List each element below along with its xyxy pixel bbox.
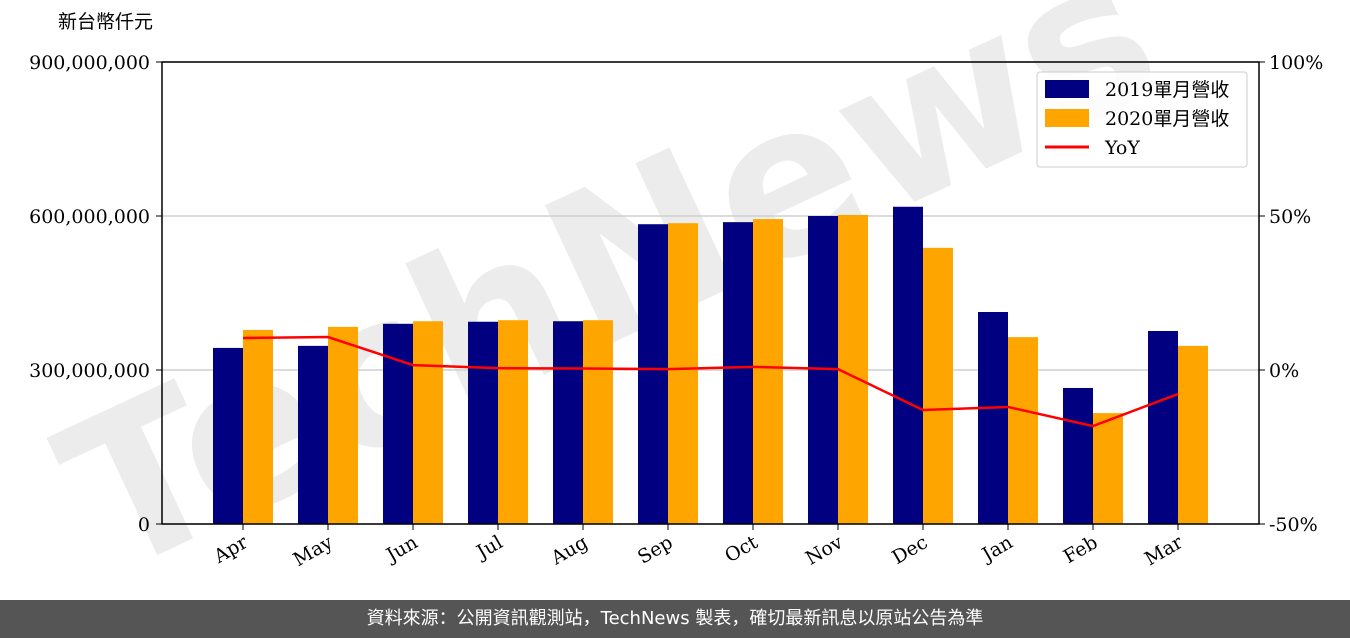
bar: [753, 219, 783, 524]
bar: [723, 222, 753, 524]
x-tick-label: Oct: [721, 531, 762, 567]
y-tick-label: 0: [138, 514, 150, 536]
x-tick-label: Sep: [634, 531, 677, 568]
bar: [243, 329, 273, 524]
bar: [893, 206, 923, 524]
x-tick-label: Jul: [471, 531, 506, 564]
bar: [328, 326, 358, 524]
legend-box: [1036, 71, 1248, 168]
bar: [383, 323, 413, 524]
y-tick-label: 600,000,000: [29, 206, 150, 228]
bar: [668, 223, 698, 525]
footer: 資料來源：公開資訊觀測站，TechNews 製表，確切最新訊息以原站公告為準: [0, 600, 1350, 638]
bar: [978, 311, 1008, 524]
y2-tick-label: 50%: [1269, 206, 1311, 228]
y-tick-label: 900,000,000: [29, 52, 150, 74]
bar: [1063, 387, 1093, 524]
legend-label: 2020單月營收: [1105, 108, 1229, 130]
y2-tick-label: 0%: [1269, 360, 1299, 382]
bar: [298, 345, 328, 524]
x-tick-label: Mar: [1141, 531, 1187, 570]
bar: [838, 214, 868, 524]
bar: [1178, 345, 1208, 524]
x-tick-label: Aug: [547, 531, 592, 570]
bar: [1008, 337, 1038, 524]
legend-swatch: [1045, 80, 1089, 98]
bar: [413, 321, 443, 524]
chart: 新台幣仟元 TechNews0300,000,000600,000,000900…: [28, 0, 1323, 622]
y-axis-title: 新台幣仟元: [58, 11, 153, 33]
x-tick-label: Dec: [888, 531, 931, 569]
bar: [1148, 330, 1178, 524]
y2-tick-label: -50%: [1269, 514, 1318, 536]
x-tick-label: Feb: [1060, 531, 1102, 568]
x-tick-label: Jun: [381, 531, 422, 567]
legend-label: YoY: [1104, 137, 1140, 159]
legend-swatch: [1045, 109, 1089, 127]
y2-tick-label: 100%: [1269, 52, 1323, 74]
x-tick-label: Nov: [802, 531, 847, 570]
x-tick-label: Jan: [977, 531, 1017, 567]
bar: [1093, 413, 1123, 524]
bar: [583, 320, 613, 524]
bar: [498, 320, 528, 524]
y-tick-label: 300,000,000: [29, 360, 150, 382]
bar: [468, 321, 498, 524]
plot-frame: [161, 61, 1260, 525]
legend-label: 2019單月營收: [1105, 79, 1229, 101]
bar: [923, 247, 953, 524]
bar: [213, 347, 243, 524]
bar: [553, 321, 583, 524]
bar: [638, 224, 668, 525]
yoy-line: [242, 335, 1179, 428]
